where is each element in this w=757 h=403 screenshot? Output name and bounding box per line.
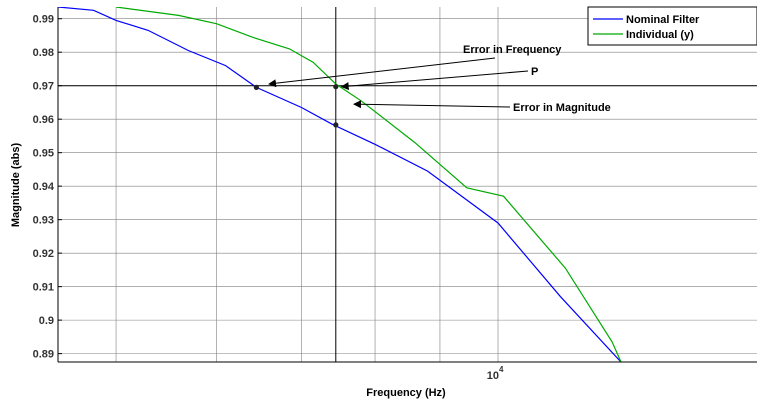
annotations: Error in Frequency P Error in Magnitude <box>268 44 611 114</box>
y-tick-labels: 0.89 0.9 0.91 0.92 0.93 0.94 0.95 0.96 0.97 0.98 0… <box>33 14 62 361</box>
marked-point-1 <box>333 84 339 90</box>
y-tick-label-1: 0.9 <box>39 315 54 327</box>
y-tick-label-5: 0.94 <box>33 181 55 193</box>
x-tick-exponent: 4 <box>499 365 504 374</box>
series-line-1 <box>116 7 622 362</box>
series-lines <box>58 7 622 362</box>
y-tick-label-7: 0.96 <box>33 114 54 126</box>
annotation-arrow-1 <box>340 70 529 91</box>
x-axis-label: Frequency (Hz) <box>366 387 446 399</box>
annotation-label-2: Error in Magnitude <box>513 102 611 114</box>
x-tick-label-10000: 10 <box>487 370 499 382</box>
y-tick-label-10: 0.99 <box>33 14 54 26</box>
legend-label-1: Individual (y) <box>626 29 694 41</box>
annotation-arrow-0 <box>268 57 496 88</box>
annotation-label-0: Error in Frequency <box>463 44 562 56</box>
y-tick-label-8: 0.97 <box>33 81 54 93</box>
x-tick-exponent-text: 4 <box>499 365 504 374</box>
series-line-0 <box>58 7 622 362</box>
y-tick-label-0: 0.89 <box>33 349 54 361</box>
x-tick-labels: 10 4 <box>487 365 504 382</box>
annotation-label-1: P <box>531 66 538 78</box>
legend-label-0: Nominal Filter <box>626 14 700 26</box>
legend: Nominal Filter Individual (y) <box>587 6 757 46</box>
marked-point-2 <box>333 122 339 128</box>
axes <box>57 7 757 363</box>
y-tick-label-9: 0.98 <box>33 47 54 59</box>
grid <box>58 7 757 362</box>
marked-point-0 <box>253 84 259 90</box>
y-tick-label-3: 0.92 <box>33 248 54 260</box>
y-tick-label-2: 0.91 <box>33 282 54 294</box>
y-tick-label-6: 0.95 <box>33 148 54 160</box>
x-tick-base: 10 <box>487 370 499 382</box>
legend-box <box>587 6 757 46</box>
reference-lines <box>58 7 757 362</box>
y-tick-label-4: 0.93 <box>33 215 54 227</box>
y-axis-label: Magnitude (abs) <box>10 143 22 228</box>
plot-background <box>58 7 757 362</box>
annotation-arrow-2 <box>352 100 511 109</box>
marked-points <box>253 84 339 128</box>
